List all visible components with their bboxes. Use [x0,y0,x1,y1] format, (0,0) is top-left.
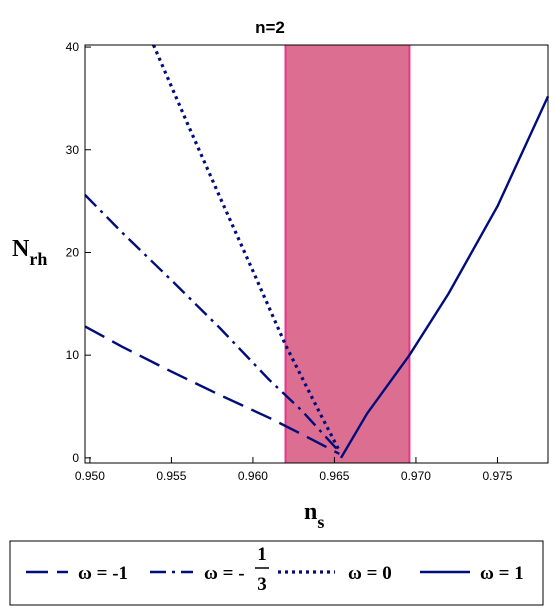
x-tick-label: 0.950 [75,469,105,483]
tick-layer: 0.950 0.955 0.960 0.965 0.970 0.975 0 10 20 30 40 [66,40,513,483]
legend-label: ω = -1 [78,563,128,584]
x-axis-label-main: n [304,499,317,525]
y-tick-label: 0 [72,451,79,465]
x-tick-label: 0.960 [238,469,268,483]
y-axis-label-sub: rh [29,249,47,269]
x-axis-label-sub: s [317,512,324,532]
series-line-dash [84,325,340,455]
x-tick-label: 0.965 [319,469,349,483]
shaded-band [285,45,410,463]
legend-label: ω = 0 [348,563,392,584]
x-tick-label: 0.970 [401,469,431,483]
x-tick-label: 0.955 [156,469,186,483]
plot-frame [84,44,549,464]
shaded-band-layer [284,45,411,463]
legend-fraction-denominator: 3 [257,574,267,595]
y-tick-label: 20 [66,245,80,259]
x-tick-label: 0.975 [482,469,512,483]
y-axis-label: Nrh [12,236,47,269]
legend-fraction-numerator: 1 [257,544,267,565]
series-line-dot [152,44,341,452]
series-layer [84,44,550,459]
series-line-dashdot [84,194,341,453]
chart-title: n=2 [255,18,285,37]
y-tick-label: 30 [66,143,80,157]
legend-label: ω = - [204,563,245,584]
y-tick-label: 40 [66,40,80,54]
series-line-solid [339,95,550,459]
legend-label: ω = 1 [480,563,524,584]
legend-frame [9,540,544,606]
y-axis-label-main: N [12,236,30,262]
y-tick-label: 10 [66,348,80,362]
x-axis-label: ns [304,499,324,532]
